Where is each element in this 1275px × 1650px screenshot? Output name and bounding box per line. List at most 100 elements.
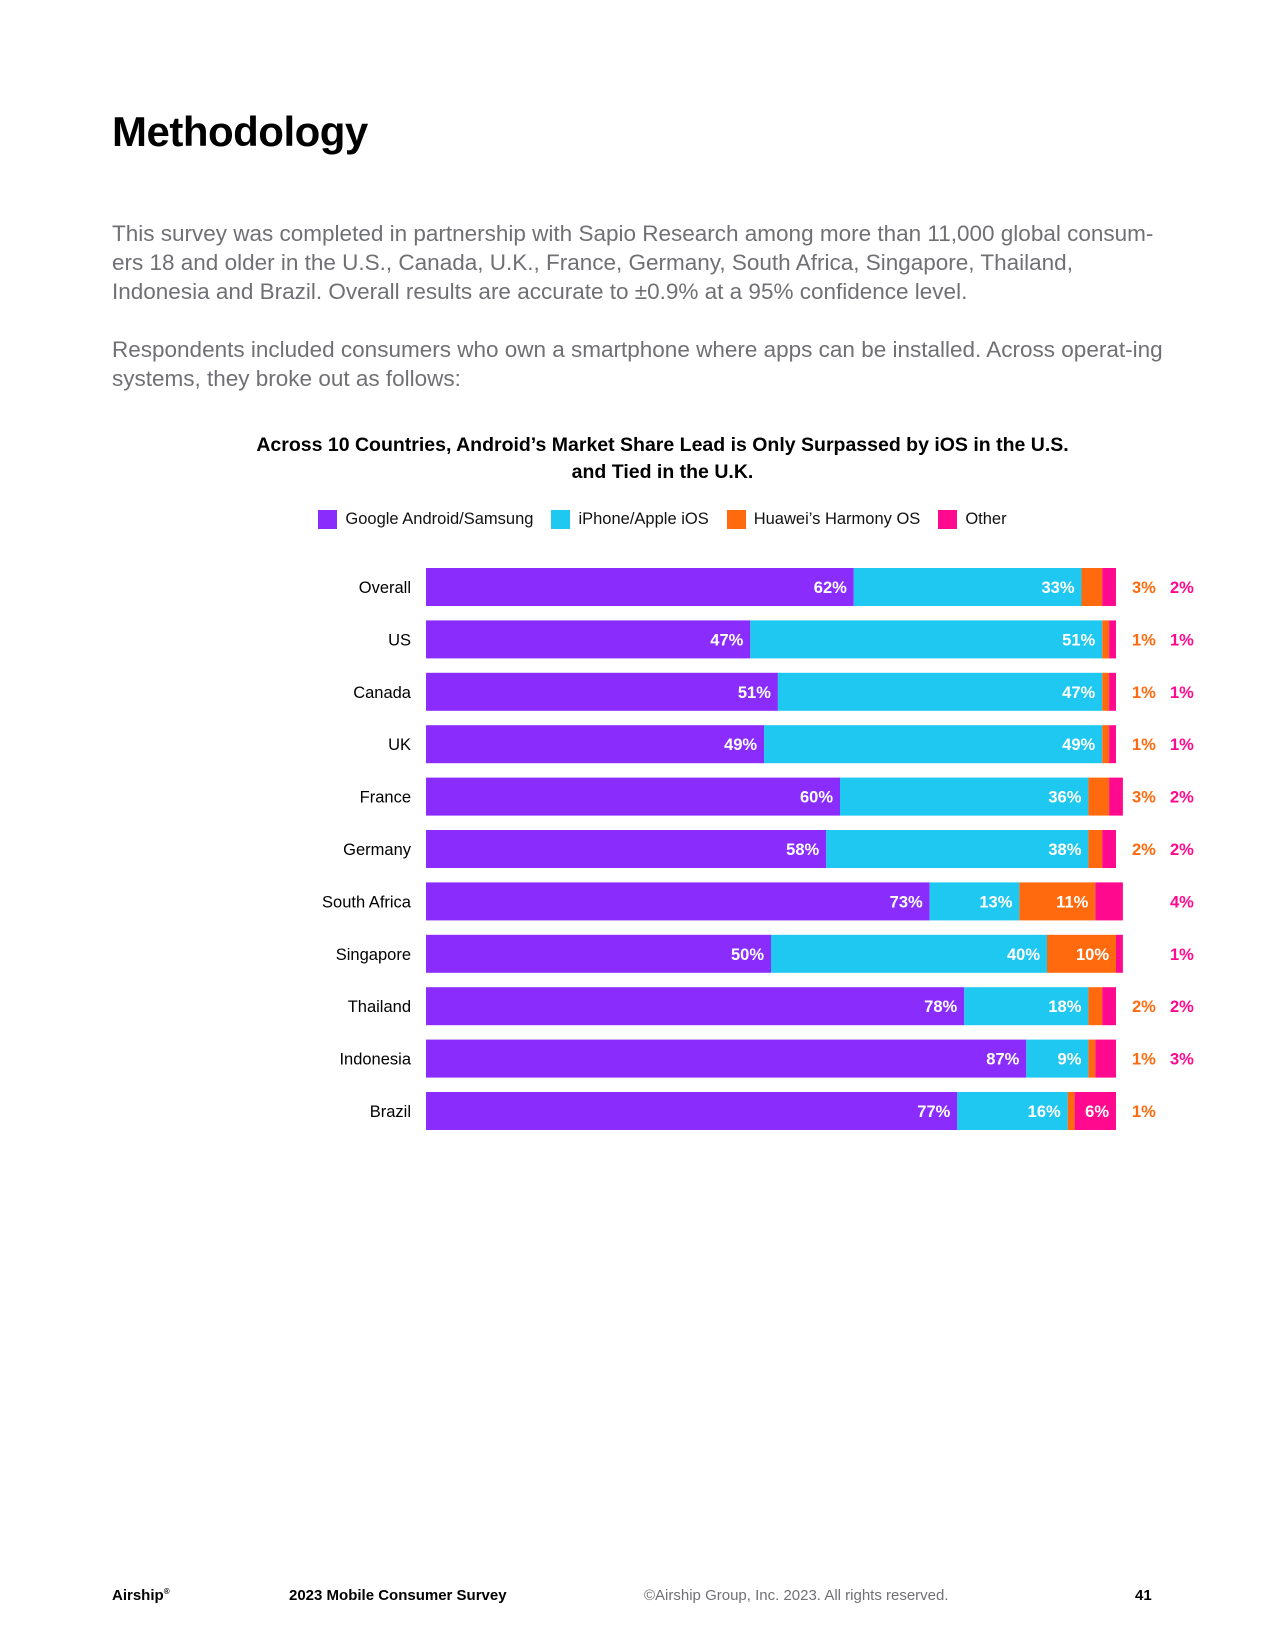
bar-brazil-huawei-s-harmony-os xyxy=(1067,1092,1075,1130)
data-label-thailand-other: 2% xyxy=(1170,998,1194,1016)
bar-overall-huawei-s-harmony-os xyxy=(1081,568,1103,606)
category-label-france: France xyxy=(360,789,411,807)
bar-singapore-google-android-samsung xyxy=(426,934,771,973)
data-label-overall-other: 2% xyxy=(1170,579,1194,597)
data-label-indonesia-iphone-apple-ios: 9% xyxy=(1058,1051,1082,1069)
bar-germany-huawei-s-harmony-os xyxy=(1088,830,1103,868)
data-label-germany-other: 2% xyxy=(1170,841,1194,859)
bar-uk-huawei-s-harmony-os xyxy=(1102,725,1110,764)
bar-singapore-huawei-s-harmony-os xyxy=(1047,934,1116,973)
bar-canada-iphone-apple-ios xyxy=(777,672,1103,711)
data-label-germany-iphone-apple-ios: 38% xyxy=(1048,841,1081,859)
data-label-south-africa-other: 4% xyxy=(1170,893,1194,911)
bar-brazil-iphone-apple-ios xyxy=(957,1092,1068,1130)
bar-south-africa-google-android-samsung xyxy=(426,882,930,921)
legend-item-android: Google Android/Samsung xyxy=(318,510,533,529)
legend-item-ios: iPhone/Apple iOS xyxy=(551,510,709,529)
data-label-france-google-android-samsung: 60% xyxy=(800,789,833,807)
legend-label-other: Other xyxy=(965,510,1007,528)
category-label-canada: Canada xyxy=(353,684,412,702)
bar-france-iphone-apple-ios xyxy=(840,777,1089,816)
bar-us-other xyxy=(1109,620,1116,659)
category-label-singapore: Singapore xyxy=(336,946,411,964)
bar-overall-iphone-apple-ios xyxy=(853,568,1082,606)
bar-brazil-other xyxy=(1074,1092,1116,1130)
bar-us-iphone-apple-ios xyxy=(750,620,1103,659)
bar-overall-google-android-samsung xyxy=(426,568,854,606)
footer-brand-mark: ® xyxy=(163,1587,170,1596)
data-label-singapore-huawei-s-harmony-os: 10% xyxy=(1076,946,1109,964)
data-label-france-other: 2% xyxy=(1170,789,1194,807)
category-label-thailand: Thailand xyxy=(348,998,411,1016)
data-label-france-huawei-s-harmony-os: 3% xyxy=(1132,789,1156,807)
data-label-south-africa-iphone-apple-ios: 13% xyxy=(979,893,1012,911)
legend-swatch-harmony xyxy=(726,510,746,529)
data-label-uk-huawei-s-harmony-os: 1% xyxy=(1132,736,1156,754)
bar-canada-other xyxy=(1109,672,1116,711)
legend-item-other: Other xyxy=(938,510,1007,529)
data-label-france-iphone-apple-ios: 36% xyxy=(1048,789,1081,807)
chart-title-line-1: Across 10 Countries, Android’s Market Sh… xyxy=(256,434,1069,456)
category-label-germany: Germany xyxy=(343,841,412,859)
bar-germany-iphone-apple-ios xyxy=(826,830,1089,868)
data-label-overall-iphone-apple-ios: 33% xyxy=(1041,579,1074,597)
data-label-singapore-other: 1% xyxy=(1170,946,1194,964)
footer-copyright: ©Airship Group, Inc. 2023. All rights re… xyxy=(644,1587,949,1604)
data-label-indonesia-google-android-samsung: 87% xyxy=(986,1051,1019,1069)
data-label-brazil-huawei-s-harmony-os: 1% xyxy=(1132,1103,1156,1121)
data-label-thailand-huawei-s-harmony-os: 2% xyxy=(1132,998,1156,1016)
data-label-south-africa-huawei-s-harmony-os: 11% xyxy=(1056,893,1088,911)
footer-brand-name: Airship xyxy=(112,1587,164,1604)
bar-us-google-android-samsung xyxy=(426,620,751,659)
data-label-indonesia-huawei-s-harmony-os: 1% xyxy=(1132,1051,1156,1069)
bar-overall-other xyxy=(1102,568,1116,606)
data-label-us-google-android-samsung: 47% xyxy=(710,631,743,649)
data-label-singapore-iphone-apple-ios: 40% xyxy=(1007,946,1040,964)
data-label-canada-google-android-samsung: 51% xyxy=(738,684,771,702)
category-label-us: US xyxy=(388,631,411,649)
bar-thailand-iphone-apple-ios xyxy=(964,987,1089,1026)
stacked-bar-chart: Overall 62% 33% 3% 2% US 47% 51% 1% 1% Canada 51% 47… xyxy=(322,568,1194,1130)
bar-indonesia-iphone-apple-ios xyxy=(1026,1039,1089,1078)
bar-south-africa-iphone-apple-ios xyxy=(929,882,1020,921)
bar-france-google-android-samsung xyxy=(426,777,840,816)
data-label-singapore-google-android-samsung: 50% xyxy=(731,946,764,964)
bar-france-other xyxy=(1109,777,1123,816)
data-label-us-other: 1% xyxy=(1170,631,1194,649)
footer-report-title: 2023 Mobile Consumer Survey xyxy=(289,1587,507,1604)
data-label-brazil-other: 6% xyxy=(1085,1103,1109,1121)
bar-uk-other xyxy=(1109,725,1116,764)
data-label-indonesia-other: 3% xyxy=(1170,1051,1194,1069)
category-label-indonesia: Indonesia xyxy=(339,1051,411,1069)
category-label-overall: Overall xyxy=(359,579,411,597)
data-label-brazil-google-android-samsung: 77% xyxy=(917,1103,950,1121)
legend-swatch-other xyxy=(938,510,958,529)
data-label-overall-huawei-s-harmony-os: 3% xyxy=(1132,579,1156,597)
data-label-overall-google-android-samsung: 62% xyxy=(814,579,847,597)
bar-germany-other xyxy=(1102,830,1116,868)
data-label-uk-iphone-apple-ios: 49% xyxy=(1062,736,1095,754)
bar-brazil-google-android-samsung xyxy=(426,1092,958,1130)
data-label-brazil-iphone-apple-ios: 16% xyxy=(1028,1103,1061,1121)
data-label-germany-google-android-samsung: 58% xyxy=(786,841,819,859)
chart-legend: Google Android/Samsung iPhone/Apple iOS … xyxy=(0,510,1275,529)
legend-label-ios: iPhone/Apple iOS xyxy=(578,510,709,528)
footer-brand: Airship® xyxy=(112,1587,170,1604)
legend-item-harmony: Huawei’s Harmony OS xyxy=(726,510,920,529)
chart-title: Across 10 Countries, Android’s Market Sh… xyxy=(200,432,1125,486)
bar-singapore-other xyxy=(1116,934,1123,973)
bar-uk-google-android-samsung xyxy=(426,725,765,764)
bar-singapore-iphone-apple-ios xyxy=(771,934,1047,973)
data-label-us-iphone-apple-ios: 51% xyxy=(1062,631,1095,649)
bar-us-huawei-s-harmony-os xyxy=(1102,620,1110,659)
legend-swatch-ios xyxy=(551,510,571,529)
intro-paragraph-1: This survey was completed in partnership… xyxy=(112,221,1154,304)
data-label-uk-google-android-samsung: 49% xyxy=(724,736,757,754)
bar-south-africa-huawei-s-harmony-os xyxy=(1019,882,1096,921)
data-label-canada-iphone-apple-ios: 47% xyxy=(1062,684,1095,702)
data-label-uk-other: 1% xyxy=(1170,736,1194,754)
bar-germany-google-android-samsung xyxy=(426,830,827,868)
data-label-thailand-iphone-apple-ios: 18% xyxy=(1048,998,1081,1016)
intro-paragraph-2: Respondents included consumers who own a… xyxy=(112,337,1163,391)
legend-label-android: Google Android/Samsung xyxy=(345,510,534,528)
